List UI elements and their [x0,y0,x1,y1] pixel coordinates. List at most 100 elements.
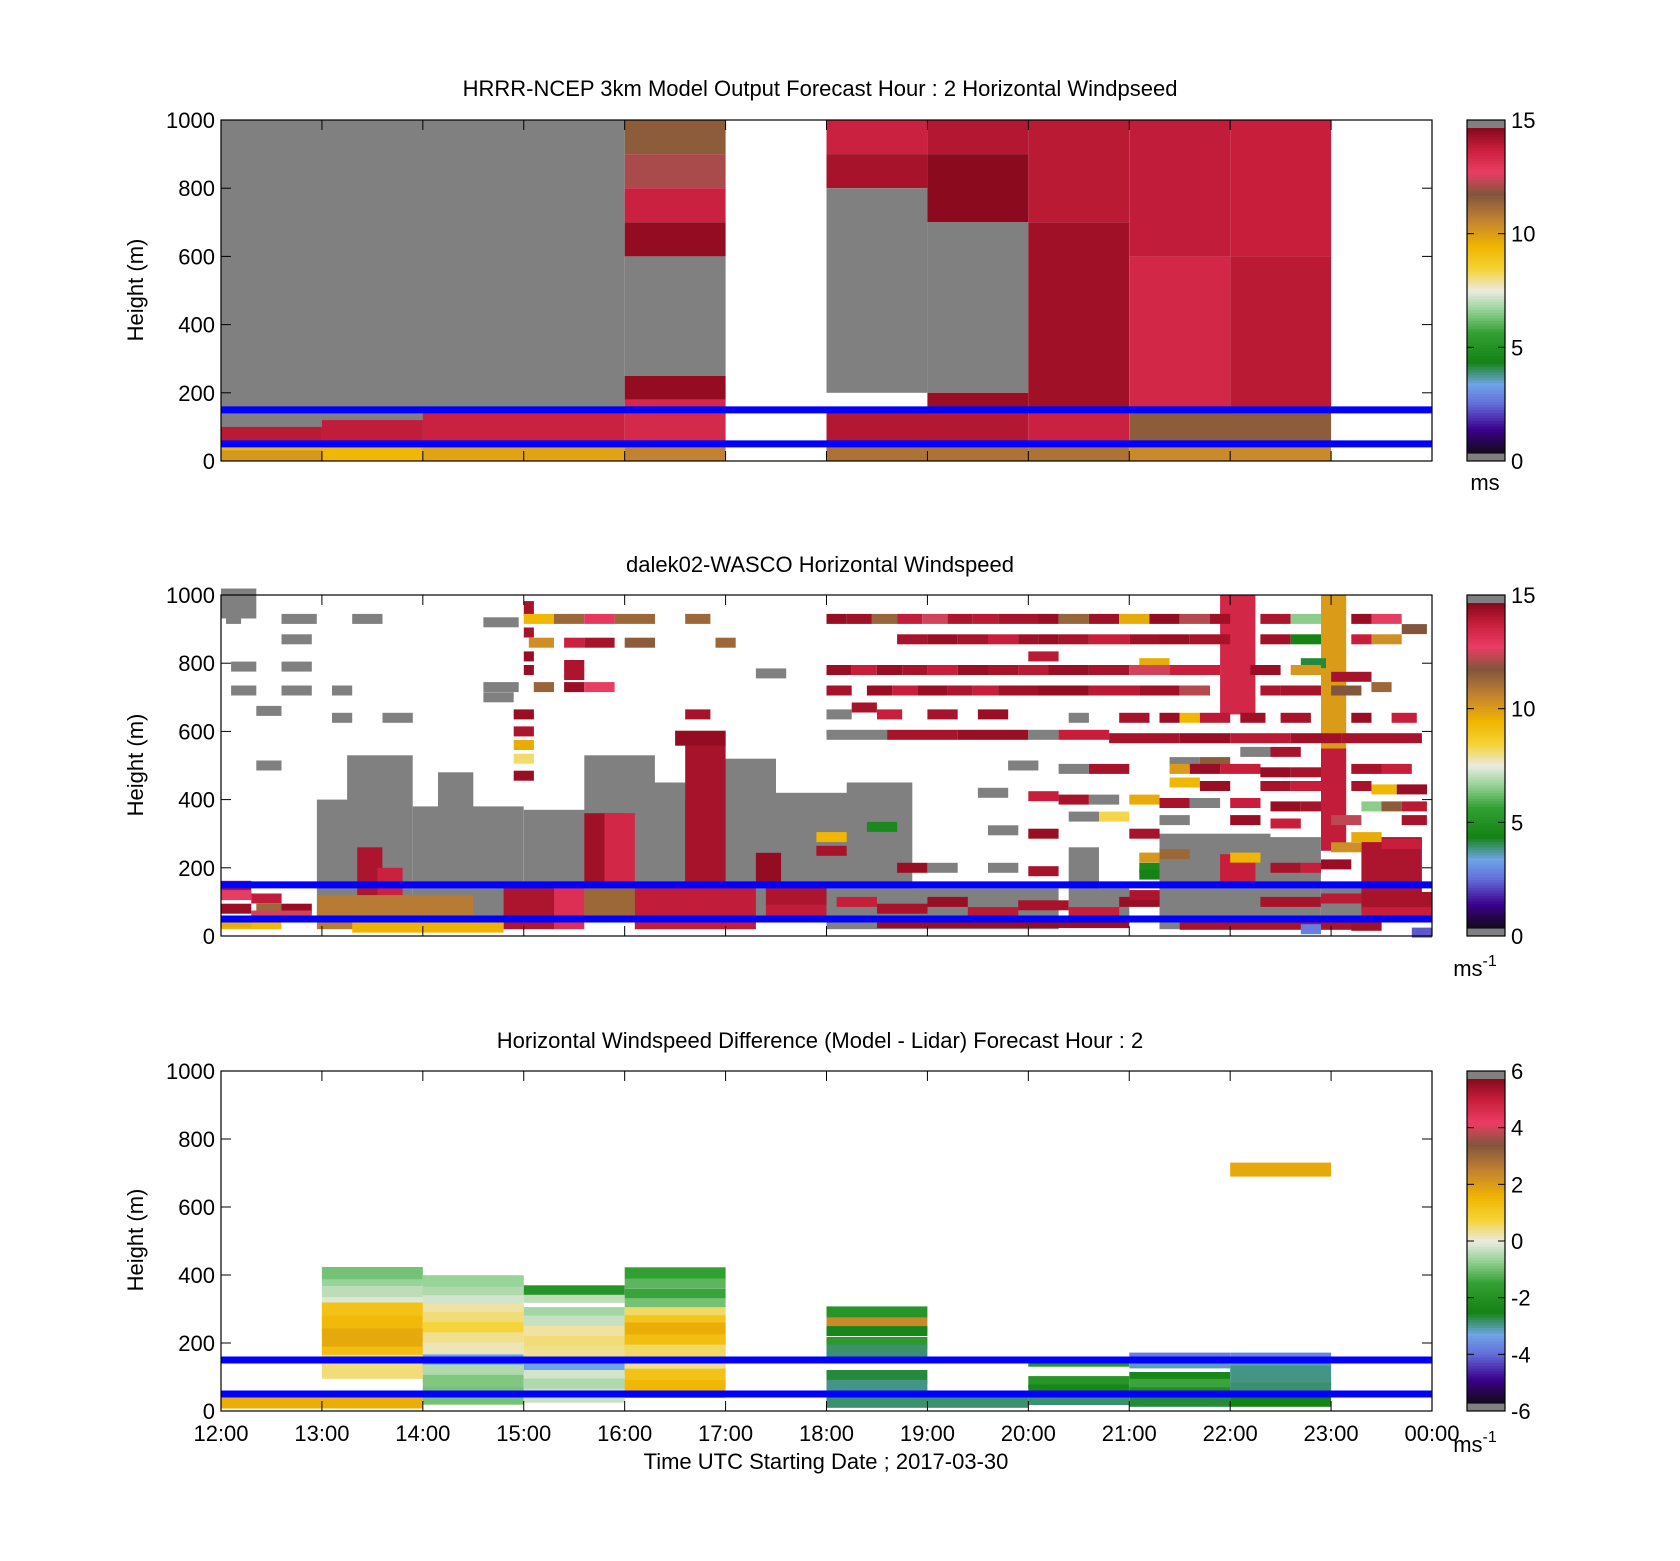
colorbar-swatch [1467,1100,1505,1104]
colorbar-swatch [1467,816,1505,821]
colorbar-swatch [1467,835,1505,840]
heatmap-cell [1321,893,1362,904]
heatmap-cell [892,685,918,696]
heatmap-cell [523,601,534,617]
heatmap-cell [1371,613,1402,624]
heatmap-cell [1300,801,1321,812]
colorbar-swatch [1467,214,1505,218]
colorbar-swatch [1467,1349,1505,1353]
heatmap-cell [897,613,923,624]
colorbar-swatch [1467,635,1505,639]
colorbar-swatch [1467,1184,1505,1188]
heatmap-cell [1189,798,1221,808]
x-tick-label: 17:00 [698,1421,753,1446]
heatmap-cell [564,637,585,648]
y-tick-label: 400 [178,788,215,813]
colorbar-swatch [1467,260,1505,265]
colorbar-swatch [1467,757,1505,761]
colorbar-swatch [1467,743,1505,748]
colorbar-swatch [1467,425,1505,430]
colorbar-swatch [1467,868,1505,872]
colorbar-swatch [1467,1397,1505,1401]
heatmap-cell [765,885,827,906]
colorbar-swatch [1467,1181,1505,1185]
colorbar-swatch [1467,1141,1505,1145]
colorbar-swatch [1467,130,1505,135]
heatmap-cell [927,634,958,645]
colorbar-tick-label: 15 [1511,583,1535,608]
heatmap-cell [1088,685,1140,696]
colorbar-swatch [1467,444,1505,449]
heatmap-cell [321,1267,423,1283]
colorbar-swatch [1467,217,1505,221]
heatmap-cell [1321,748,1347,851]
colorbar-swatch [1467,881,1505,886]
y-tick-label: 800 [178,651,215,676]
colorbar-nan-segment [1467,120,1505,128]
colorbar-tick-label: -4 [1511,1342,1531,1367]
colorbar-swatch [1467,271,1505,275]
colorbar-swatch [1467,439,1505,443]
colorbar-swatch [1467,252,1505,256]
colorbar-tick-label: 5 [1511,335,1523,360]
colorbar-nan-segment [1467,928,1505,936]
colorbar-swatch [1467,239,1505,243]
heatmap-cell [533,682,554,693]
colorbar-swatch [1467,404,1505,408]
heatmap-cell [877,920,1130,929]
colorbar-swatch [1467,811,1505,815]
colorbar-swatch [1467,603,1505,607]
colorbar-swatch [1467,406,1505,411]
panel-2-unit-sup: -1 [1483,953,1497,970]
colorbar-swatch [1467,784,1505,788]
colorbar-swatch [1467,1130,1505,1134]
colorbar-swatch [1467,233,1505,237]
heatmap-cell [321,409,423,421]
heatmap-cell [523,1285,625,1296]
heatmap-cell [1189,634,1231,645]
heatmap-cell [1068,712,1089,723]
heatmap-cell [1230,815,1261,826]
colorbar-swatch [1467,1400,1505,1404]
colorbar-swatch [1467,662,1505,666]
heatmap-cell [927,120,1029,155]
colorbar-swatch [1467,268,1505,273]
colorbar-swatch [1467,1178,1505,1183]
colorbar-swatch [1467,1165,1505,1169]
panel-3-ylabel: Height (m) [123,1189,148,1292]
colorbar-swatch [1467,1230,1505,1234]
heatmap-cell [826,729,888,740]
y-tick-label: 600 [178,719,215,744]
heatmap-cell [1038,634,1059,645]
heatmap-cell [1260,781,1291,791]
heatmap-cell [584,682,615,693]
colorbar-nan-segment [1467,1403,1505,1411]
heatmap-cell [1280,685,1321,696]
heatmap-cell [1290,767,1321,778]
heatmap-cell [1129,1372,1231,1382]
colorbar-swatch [1467,382,1505,386]
colorbar-swatch [1467,776,1505,780]
heatmap-cell [1381,838,1422,849]
colorbar-swatch [1467,659,1505,664]
x-tick-label: 14:00 [395,1421,450,1446]
heatmap-cell [564,660,585,680]
colorbar-swatch [1467,1284,1505,1288]
heatmap-cell [927,665,958,675]
colorbar-swatch [1467,206,1505,210]
heatmap-cell [554,613,585,624]
heatmap-cell [826,685,852,696]
heatmap-cell [927,222,1029,393]
colorbar-swatch [1467,249,1505,254]
heatmap-cell [816,845,847,856]
colorbar-swatch [1467,754,1505,758]
heatmap-cell [1300,658,1326,669]
heatmap-cell [624,447,726,461]
heatmap-cell [584,884,635,916]
colorbar-swatch [1467,1376,1505,1380]
colorbar-swatch [1467,906,1505,910]
colorbar-swatch [1467,138,1505,143]
panel-3-unit-base: ms [1453,1432,1482,1457]
colorbar-swatch [1467,1373,1505,1377]
colorbar-swatch [1467,724,1505,729]
